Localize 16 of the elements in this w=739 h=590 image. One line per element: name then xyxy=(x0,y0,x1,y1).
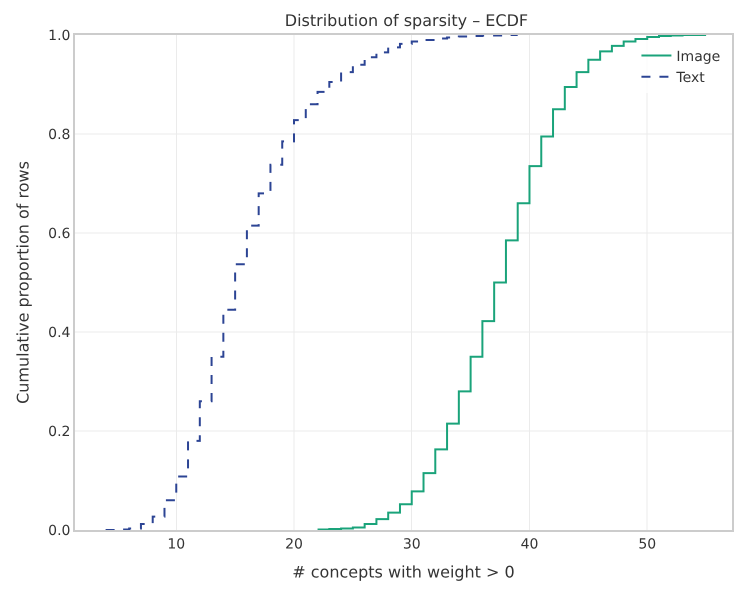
legend-label: Image xyxy=(676,49,720,66)
x-axis-title: # concepts with weight > 0 xyxy=(292,562,515,582)
x-tick-label: 30 xyxy=(402,536,421,553)
y-tick-label: 0.4 xyxy=(48,324,71,341)
y-axis-title: Cumulative proportion of rows xyxy=(14,161,33,404)
x-tick-label: 40 xyxy=(520,536,538,553)
x-tick-label: 50 xyxy=(638,536,656,553)
x-tick-label: 20 xyxy=(285,536,303,553)
y-tick-label: 0.8 xyxy=(48,126,70,143)
y-tick-label: 0.2 xyxy=(48,424,70,440)
x-tick-label: 10 xyxy=(167,536,186,553)
y-tick-label: 0.6 xyxy=(48,226,71,242)
y-tick-label: 0.0 xyxy=(48,522,70,539)
y-tick-label: 1.0 xyxy=(48,28,70,44)
legend-label: Text xyxy=(675,70,706,86)
chart-title: Distribution of sparsity – ECDF xyxy=(284,10,528,30)
